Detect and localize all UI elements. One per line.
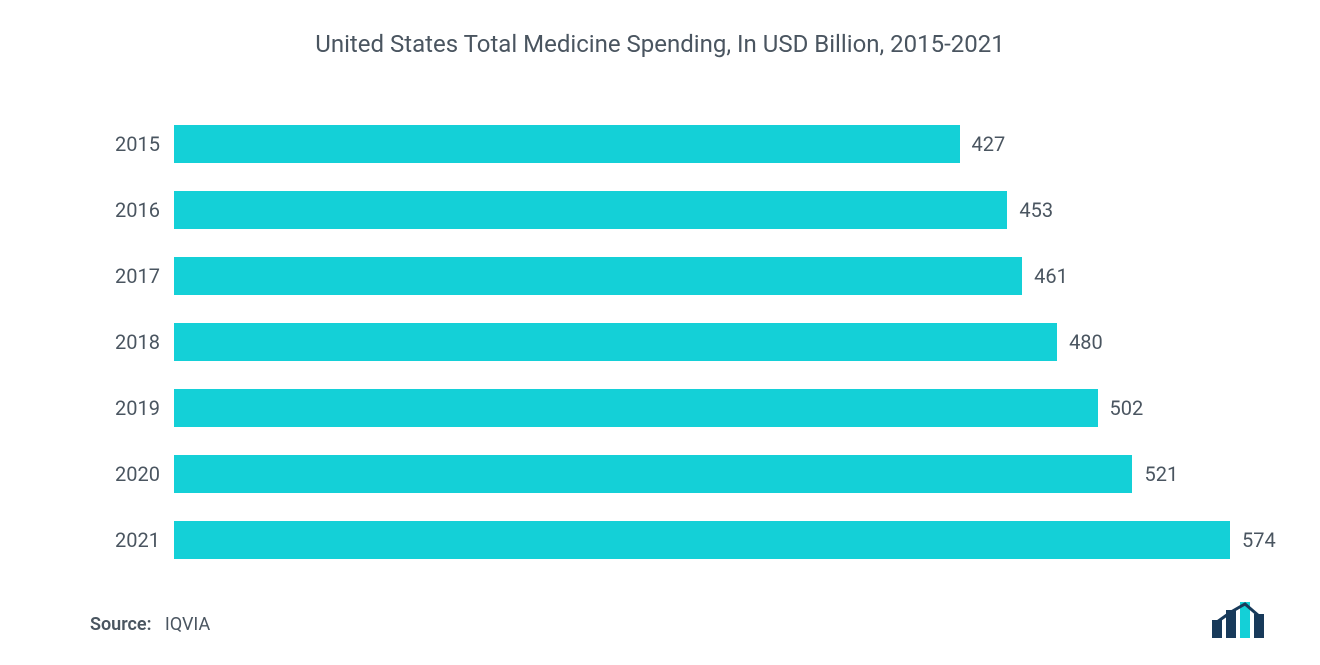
bar-track: 574 [174,521,1230,559]
bar-track: 461 [174,257,1230,295]
bar-track: 453 [174,191,1230,229]
bar [174,389,1098,427]
bar-row: 2018 480 [90,318,1230,366]
category-label: 2018 [90,330,174,354]
mordor-logo-icon [1210,600,1280,640]
bar-row: 2017 461 [90,252,1230,300]
value-label: 480 [1057,330,1103,354]
category-label: 2019 [90,396,174,420]
category-label: 2017 [90,264,174,288]
source-value [156,614,165,635]
bar-row: 2019 502 [90,384,1230,432]
bar-row: 2021574 [90,516,1230,564]
source-label: Source: [90,614,152,635]
bar [174,521,1230,559]
source-line: Source: IQVIA [90,614,210,635]
bar-row: 2015 427 [90,120,1230,168]
value-label: 521 [1132,462,1178,486]
bar [174,455,1132,493]
category-label: 2015 [90,132,174,156]
bar [174,125,960,163]
bar-track: 521 [174,455,1230,493]
bar [174,191,1007,229]
category-label: 2020 [90,462,174,486]
bar-track: 480 [174,323,1230,361]
chart-area: 2015 427 2016 453 2017 461 2018 480 2019 502 2020 5… [90,120,1230,582]
bar [174,323,1057,361]
value-label: 461 [1022,264,1068,288]
value-label: 427 [960,132,1006,156]
chart-title: United States Total Medicine Spending, I… [0,0,1320,68]
bar-track: 502 [174,389,1230,427]
bar-row: 2016 453 [90,186,1230,234]
value-label: 453 [1007,198,1053,222]
bar [174,257,1022,295]
bar-track: 427 [174,125,1230,163]
source-name: IQVIA [165,614,210,635]
value-label: 574 [1230,528,1276,552]
value-label: 502 [1098,396,1144,420]
category-label: 2021 [90,528,174,552]
category-label: 2016 [90,198,174,222]
bar-row: 2020 521 [90,450,1230,498]
